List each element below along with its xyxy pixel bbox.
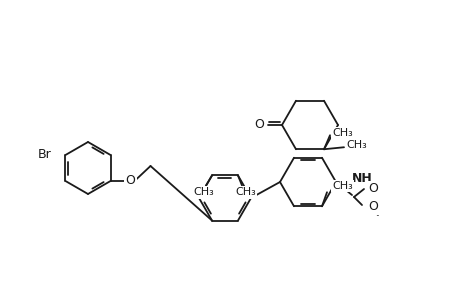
Text: CH₃: CH₃ — [345, 140, 366, 150]
Text: NH: NH — [351, 172, 372, 185]
Text: CH₃: CH₃ — [235, 188, 256, 197]
Text: CH₃: CH₃ — [331, 128, 352, 138]
Text: CH₃: CH₃ — [193, 188, 214, 197]
Text: CH₃: CH₃ — [331, 181, 352, 191]
Text: O: O — [367, 182, 377, 196]
Text: O: O — [253, 118, 263, 131]
Text: Br: Br — [38, 148, 51, 161]
Text: O: O — [125, 175, 135, 188]
Text: O: O — [367, 200, 377, 214]
